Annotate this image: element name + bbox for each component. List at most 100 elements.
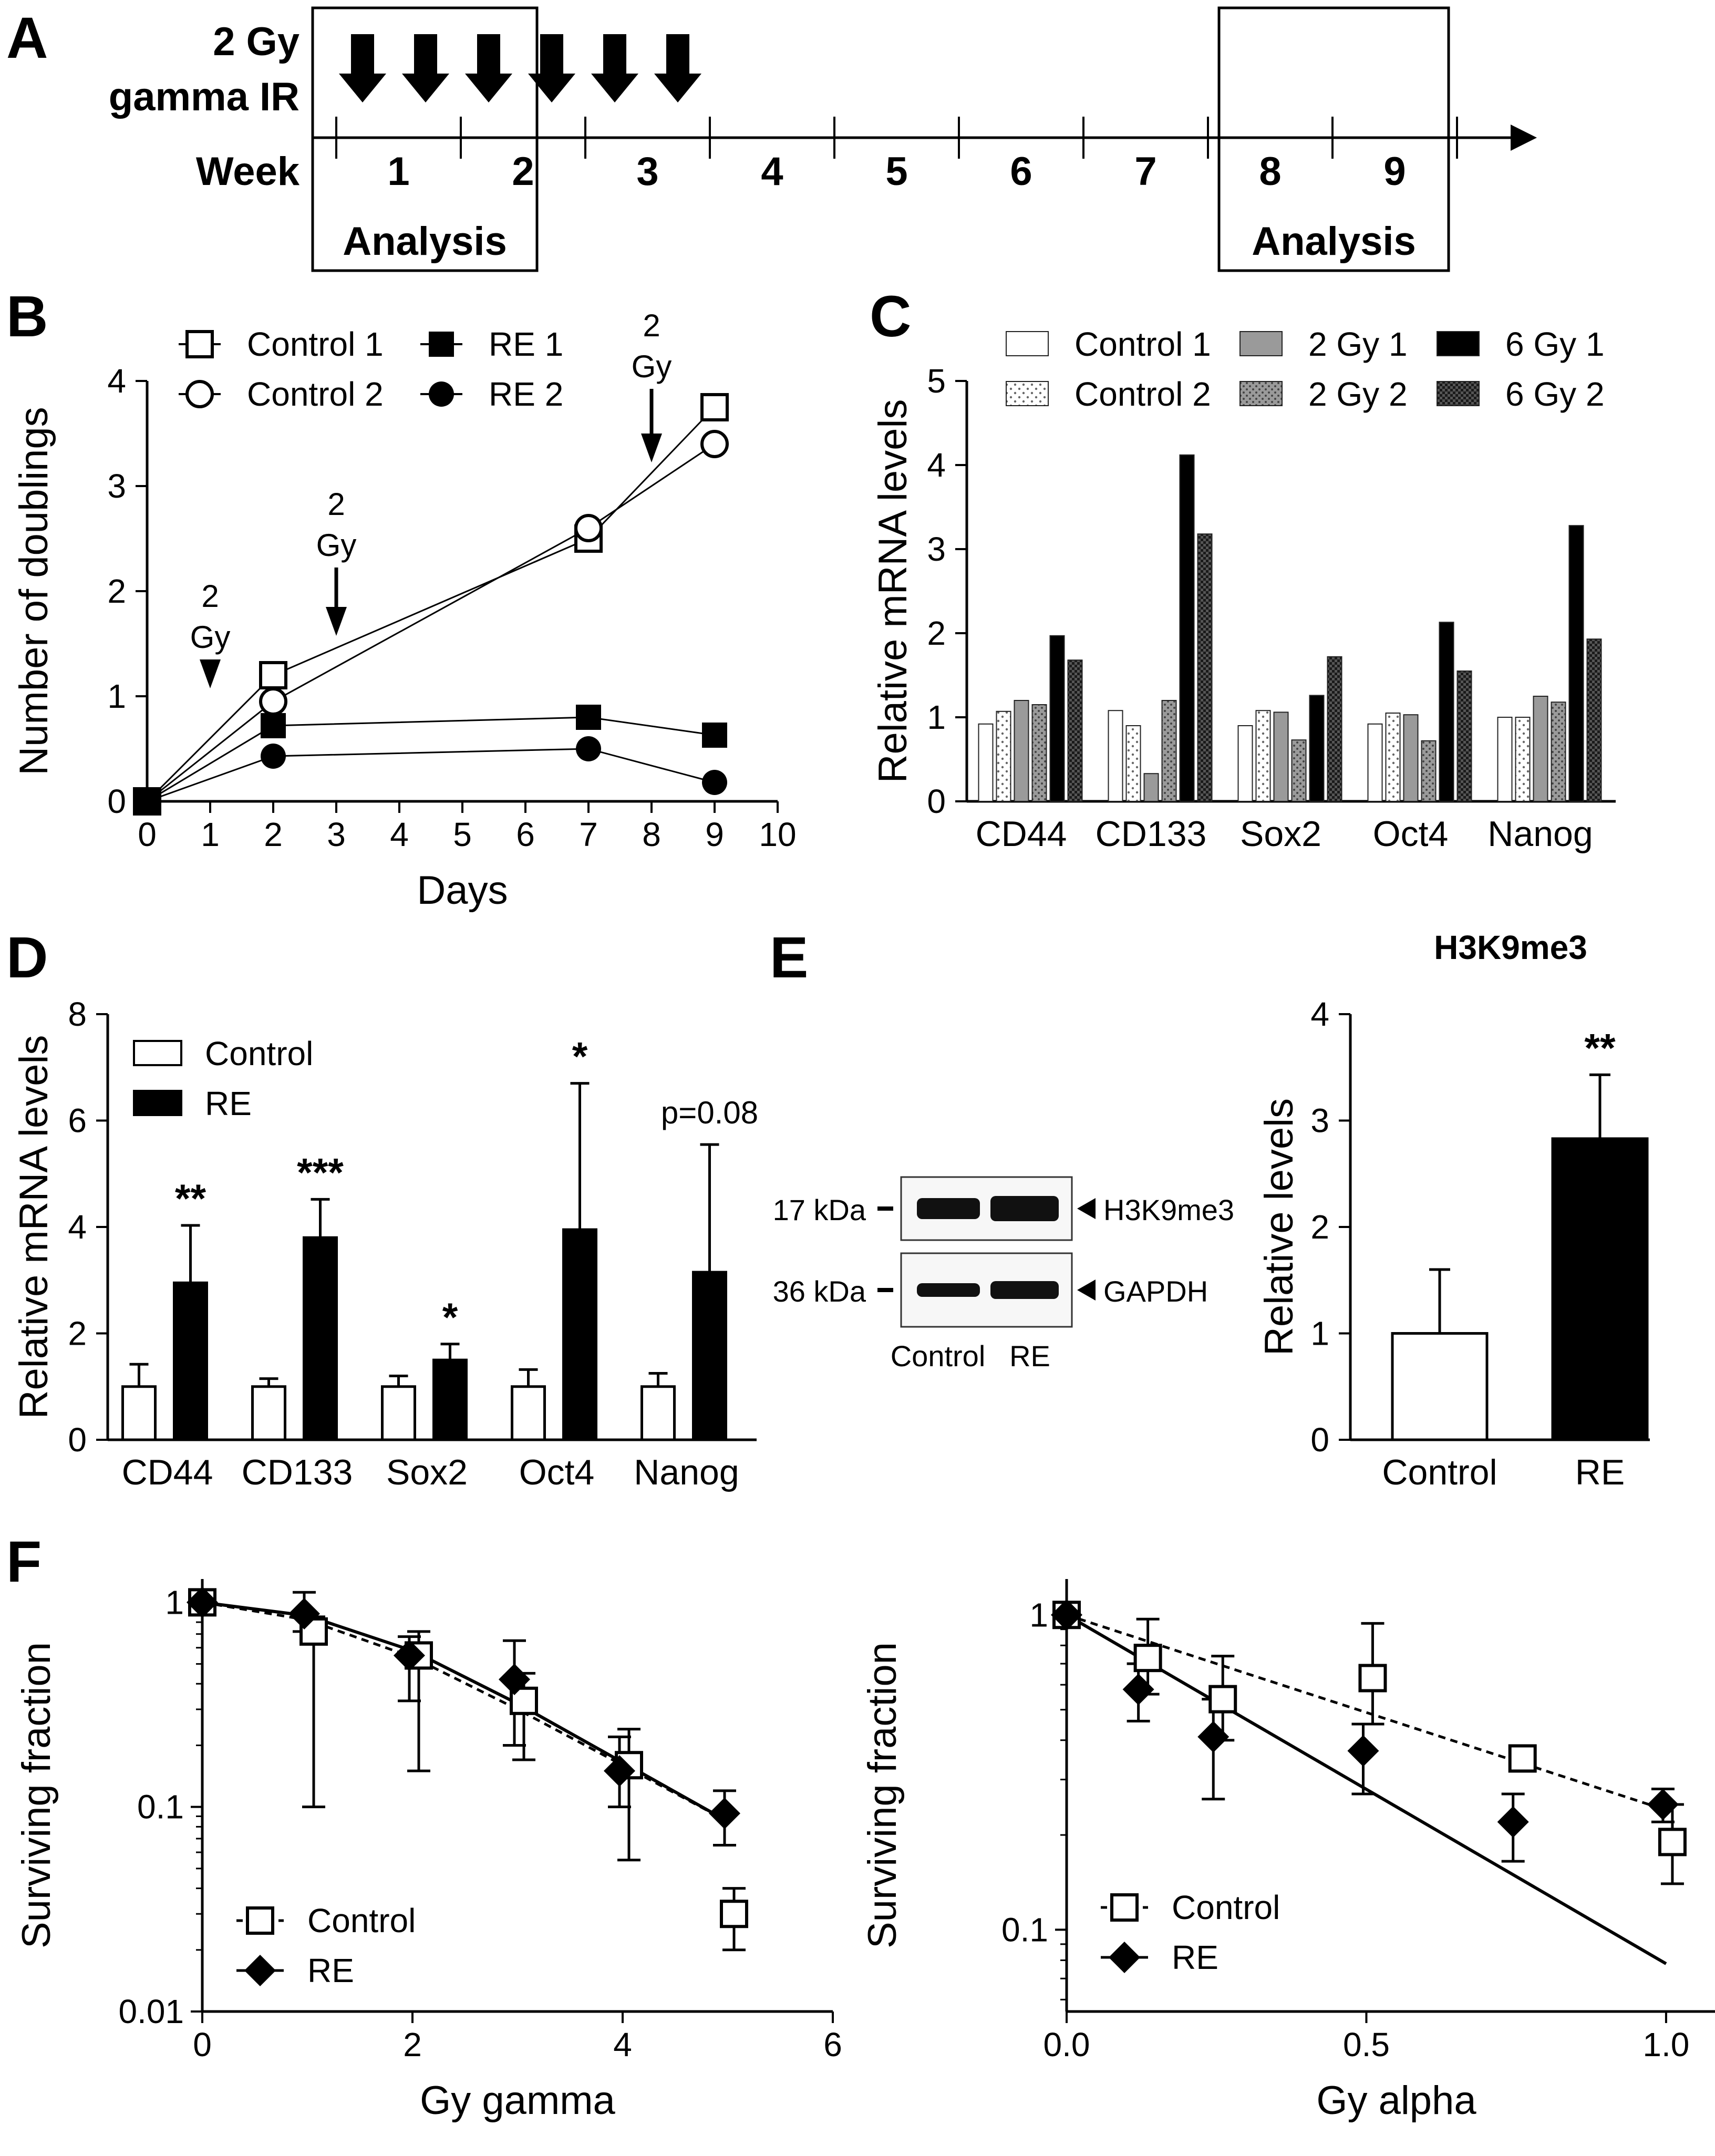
bar	[1179, 454, 1195, 802]
legend-marker	[246, 1906, 274, 1935]
bar	[1403, 714, 1419, 802]
y-tick-label: 0	[927, 782, 946, 820]
y-tick-label: 4	[68, 1208, 87, 1246]
week-label: Week	[196, 149, 300, 194]
data-point	[288, 1597, 320, 1629]
irradiation-arrow	[528, 34, 575, 102]
panel-a-timeline: 2 Gy gamma IR Week 1 2 3 4 5 6 7 8 9 Analysis Anal…	[109, 6, 1537, 272]
y-tick-label: 3	[927, 530, 946, 568]
blot-band	[917, 1198, 980, 1219]
significance-label: *	[442, 1295, 458, 1340]
bar	[1309, 695, 1325, 802]
data-point	[1347, 1735, 1379, 1767]
y-tick-label: 1	[165, 1583, 184, 1621]
data-point	[574, 514, 603, 542]
legend-swatch	[133, 1040, 182, 1066]
y-axis-label: Number of doublings	[12, 407, 56, 775]
series-line	[146, 406, 716, 802]
bar	[1551, 702, 1566, 802]
x-category-label: CD44	[122, 1452, 213, 1492]
y-tick-label: 2	[1310, 1208, 1329, 1246]
x-category-label: Nanog	[634, 1452, 739, 1492]
analysis-window-box	[1217, 6, 1450, 272]
legend-label: RE	[1172, 1938, 1218, 1976]
bar	[1456, 670, 1472, 802]
week-number: 2	[512, 149, 534, 194]
panel-c-mrna-chart: 0 1 2 3 4 5 Relative mRNA levels CD44 CD133 Sox2 O…	[871, 325, 1616, 854]
dose-arrow-head	[326, 607, 347, 636]
legend-label: RE 1	[489, 325, 563, 363]
data-point	[720, 1900, 748, 1928]
significance-label: ***	[297, 1150, 344, 1195]
legend-label: RE	[307, 1952, 354, 1989]
fit-curve	[202, 1601, 729, 1823]
bar	[1143, 773, 1159, 802]
irradiation-arrow	[465, 34, 512, 102]
legend-marker	[429, 332, 454, 357]
bar	[692, 1271, 727, 1441]
size-marker-label: 17 kDa	[773, 1193, 866, 1226]
legend-swatch	[1006, 381, 1049, 406]
x-axis-label: Gy gamma	[420, 2078, 615, 2123]
bar	[1014, 700, 1029, 802]
x-tick-label: 1	[201, 816, 220, 853]
x-tick-label: 4	[613, 2026, 632, 2064]
legend-marker	[185, 330, 214, 358]
legend-swatch	[1437, 381, 1480, 406]
data-point	[700, 430, 729, 458]
x-tick-label: 2	[264, 816, 283, 853]
dose-annotation: 2	[643, 308, 660, 343]
x-tick-label: 0	[138, 816, 157, 853]
legend-marker	[1109, 1942, 1140, 1973]
band-label: GAPDH	[1103, 1275, 1208, 1308]
dose-annotation: Gy	[632, 349, 672, 384]
legend-swatch	[1239, 331, 1283, 356]
bar	[1161, 700, 1177, 802]
irradiation-arrow	[591, 34, 638, 102]
legend-label: Control 2	[247, 375, 384, 413]
y-tick-label: 4	[1310, 995, 1329, 1033]
y-tick-label: 6	[68, 1102, 87, 1140]
fit-curve	[1066, 1613, 1667, 1812]
y-tick-label: 5	[927, 362, 946, 400]
y-axis-label: Relative mRNA levels	[871, 399, 915, 783]
y-tick-label: 0	[1310, 1421, 1329, 1459]
panel-label-a: A	[6, 6, 48, 70]
legend-swatch	[1239, 381, 1283, 406]
week-number: 1	[387, 149, 409, 194]
data-point	[187, 1586, 218, 1618]
x-axis-label: Gy alpha	[1316, 2078, 1476, 2123]
x-category-label: Oct4	[519, 1452, 595, 1492]
data-point	[135, 789, 160, 814]
data-point	[1658, 1828, 1687, 1856]
data-point	[700, 393, 729, 421]
panel-label-e: E	[770, 925, 808, 990]
x-tick-label: 0.5	[1343, 2026, 1390, 2064]
band-label: H3K9me3	[1103, 1193, 1234, 1226]
data-point	[499, 1664, 530, 1696]
bar	[1391, 1332, 1489, 1441]
data-point	[1051, 1599, 1082, 1631]
bar	[1031, 704, 1047, 802]
week-number: 6	[1010, 149, 1032, 194]
legend-label: Control	[307, 1902, 416, 1940]
series-line	[147, 716, 715, 802]
y-tick-label: 3	[1310, 1102, 1329, 1140]
series-line	[147, 443, 715, 802]
week-number: 4	[761, 149, 783, 194]
bar	[996, 710, 1011, 802]
y-tick-label: 1	[107, 677, 126, 715]
y-tick-label: 1	[1310, 1315, 1329, 1353]
dose-annotation: 2	[201, 579, 219, 614]
bar	[1385, 713, 1401, 802]
bar	[1367, 723, 1383, 802]
blot-band	[917, 1283, 980, 1297]
x-tick-label: 6	[516, 816, 535, 853]
legend-marker	[1110, 1893, 1139, 1922]
data-point	[261, 744, 286, 769]
data-point	[576, 736, 601, 761]
bar	[562, 1228, 597, 1441]
x-category-label: RE	[1575, 1452, 1625, 1492]
x-tick-label: 8	[642, 816, 661, 853]
